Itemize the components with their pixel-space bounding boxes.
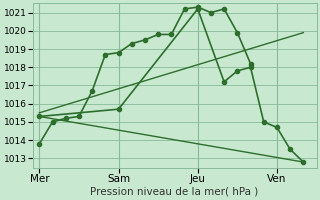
X-axis label: Pression niveau de la mer( hPa ): Pression niveau de la mer( hPa ) (91, 187, 259, 197)
